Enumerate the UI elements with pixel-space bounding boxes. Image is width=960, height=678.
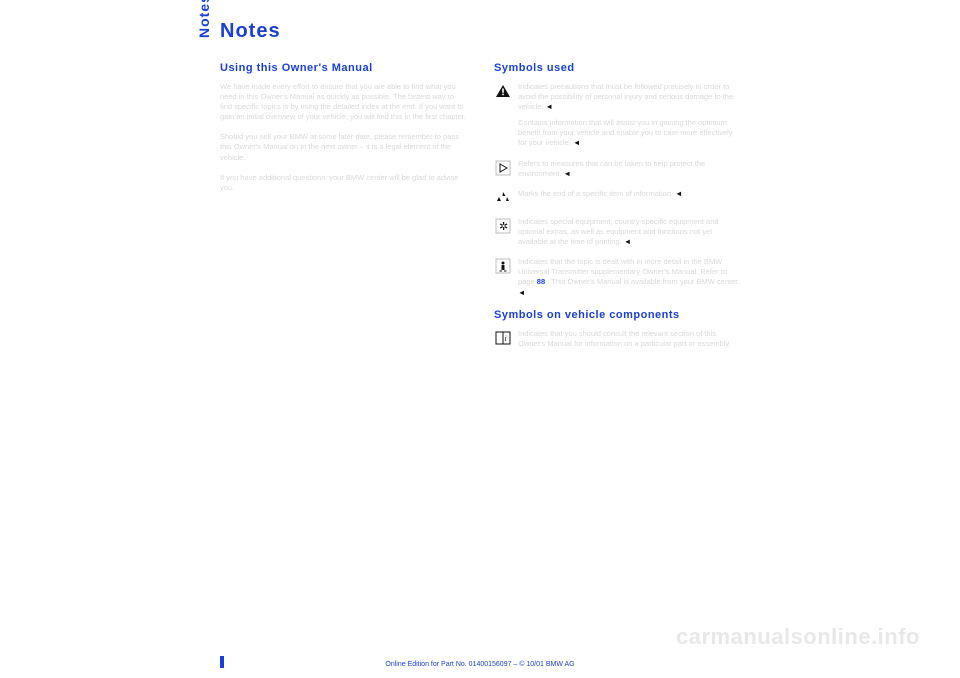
heading-using-manual: Using this Owner's Manual [220, 61, 466, 76]
env-body: Refers to measures that can be taken to … [518, 159, 705, 178]
optional-body: Indicates special equipment, country-spe… [518, 217, 719, 246]
info-box-icon [494, 159, 512, 177]
endmark-body: Marks the end of a specific item of info… [518, 189, 673, 198]
optional-text: Indicates special equipment, country-spe… [518, 217, 740, 247]
watermark-text: carmanualsonline.info [676, 624, 920, 650]
end-mark-icon: ◄ [624, 237, 631, 246]
symbol-block-info: Refers to measures that can be taken to … [494, 159, 740, 179]
two-column-layout: Using this Owner's Manual We have made e… [220, 61, 740, 359]
chapter-title: Notes [220, 20, 740, 43]
endmark-explain-text: Marks the end of a specific item of info… [518, 189, 740, 207]
optional-equipment-icon: ✲ [494, 217, 512, 235]
consult-manual-text: Indicates that you should consult the re… [518, 329, 740, 349]
footer-edition-line: Online Edition for Part No. 01400156097 … [385, 661, 574, 668]
end-mark-icon: ◄ [573, 138, 580, 147]
symbol-block-optional: ✲ Indicates special equipment, country-s… [494, 217, 740, 247]
consult-body: Indicates that you should consult the re… [518, 329, 731, 348]
symbol-block-warning: Indicates precautions that must be follo… [494, 82, 740, 149]
warning-triangle-icon [494, 82, 512, 100]
manual-page: Notes Notes Using this Owner's Manual We… [220, 20, 740, 359]
right-column: Symbols used Indicates precautions that … [494, 61, 740, 359]
page-number-bar [220, 656, 224, 668]
svg-text:i: i [505, 334, 507, 343]
left-para-1: We have made every effort to ensure that… [220, 82, 466, 123]
transmitter-body-post: . This Owner's Manual is available from … [547, 277, 739, 286]
left-column: Using this Owner's Manual We have made e… [220, 61, 466, 359]
symbol-block-recycle: Marks the end of a specific item of info… [494, 189, 740, 207]
heading-symbols-used: Symbols used [494, 61, 740, 76]
symbol-block-consult-manual: i Indicates that you should consult the … [494, 329, 740, 349]
warning-text: Indicates precautions that must be follo… [518, 82, 740, 149]
env-text: Refers to measures that can be taken to … [518, 159, 740, 179]
page-ref-88: 88 [537, 277, 545, 286]
heading-symbols-components: Symbols on vehicle components [494, 308, 740, 323]
end-mark-icon: ◄ [675, 189, 682, 198]
left-para-2: Should you sell your BMW at some later d… [220, 132, 466, 162]
end-mark-icon: ◄ [546, 102, 553, 111]
recycle-icon [494, 189, 512, 207]
end-mark-icon: ◄ [518, 288, 525, 297]
info-body: Contains information that will assist yo… [518, 118, 733, 147]
end-mark-icon: ◄ [563, 169, 570, 178]
left-para-3: If you have additional questions, your B… [220, 173, 466, 193]
svg-text:✲: ✲ [499, 221, 508, 233]
transmitter-text: Indicates that the topic is dealt with i… [518, 257, 740, 298]
open-book-icon: i [494, 329, 512, 347]
side-tab-notes: Notes [196, 0, 212, 38]
symbol-block-transmitter: Indicates that the topic is dealt with i… [494, 257, 740, 298]
transmitter-icon [494, 257, 512, 275]
